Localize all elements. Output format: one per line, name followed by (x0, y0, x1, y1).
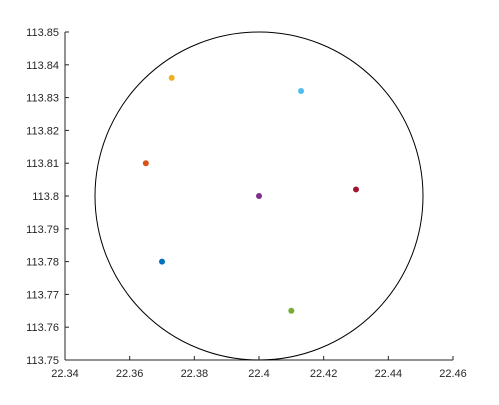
x-tick-label: 22.46 (439, 368, 467, 380)
boundary-circle (94, 31, 424, 361)
x-tick-label: 22.44 (375, 368, 403, 380)
y-tick-label: 113.83 (26, 93, 59, 105)
data-points (142, 74, 359, 314)
y-tick-label: 113.82 (26, 125, 59, 137)
y-tick-label: 113.77 (26, 289, 59, 301)
y-tick-label: 113.8 (32, 191, 59, 203)
data-point (159, 258, 165, 265)
y-tick-label: 113.79 (26, 224, 59, 236)
x-tick-label: 22.4 (248, 368, 269, 380)
y-tick-label: 113.85 (26, 27, 59, 39)
y-axis-ticks: 113.75 113.76 113.77 113.78 113.79 113.8 113.8… (26, 27, 69, 367)
x-tick-label: 22.36 (116, 368, 144, 380)
data-point (298, 88, 305, 95)
data-point (353, 186, 359, 193)
x-tick-label: 22.42 (310, 368, 338, 380)
x-axis-ticks: 22.34 22.36 22.38 22.4 22.42 22.44 22.46 (51, 356, 467, 380)
y-tick-label: 113.81 (26, 158, 59, 170)
y-tick-label: 113.78 (26, 257, 59, 269)
data-point (288, 307, 295, 314)
data-point (168, 74, 175, 81)
x-tick-label: 22.34 (51, 368, 79, 380)
y-tick-label: 113.75 (26, 355, 59, 367)
data-point (142, 160, 149, 167)
y-tick-label: 113.76 (26, 322, 59, 334)
y-tick-label: 113.84 (26, 60, 59, 72)
x-tick-label: 22.38 (181, 368, 209, 380)
data-point (256, 193, 262, 199)
